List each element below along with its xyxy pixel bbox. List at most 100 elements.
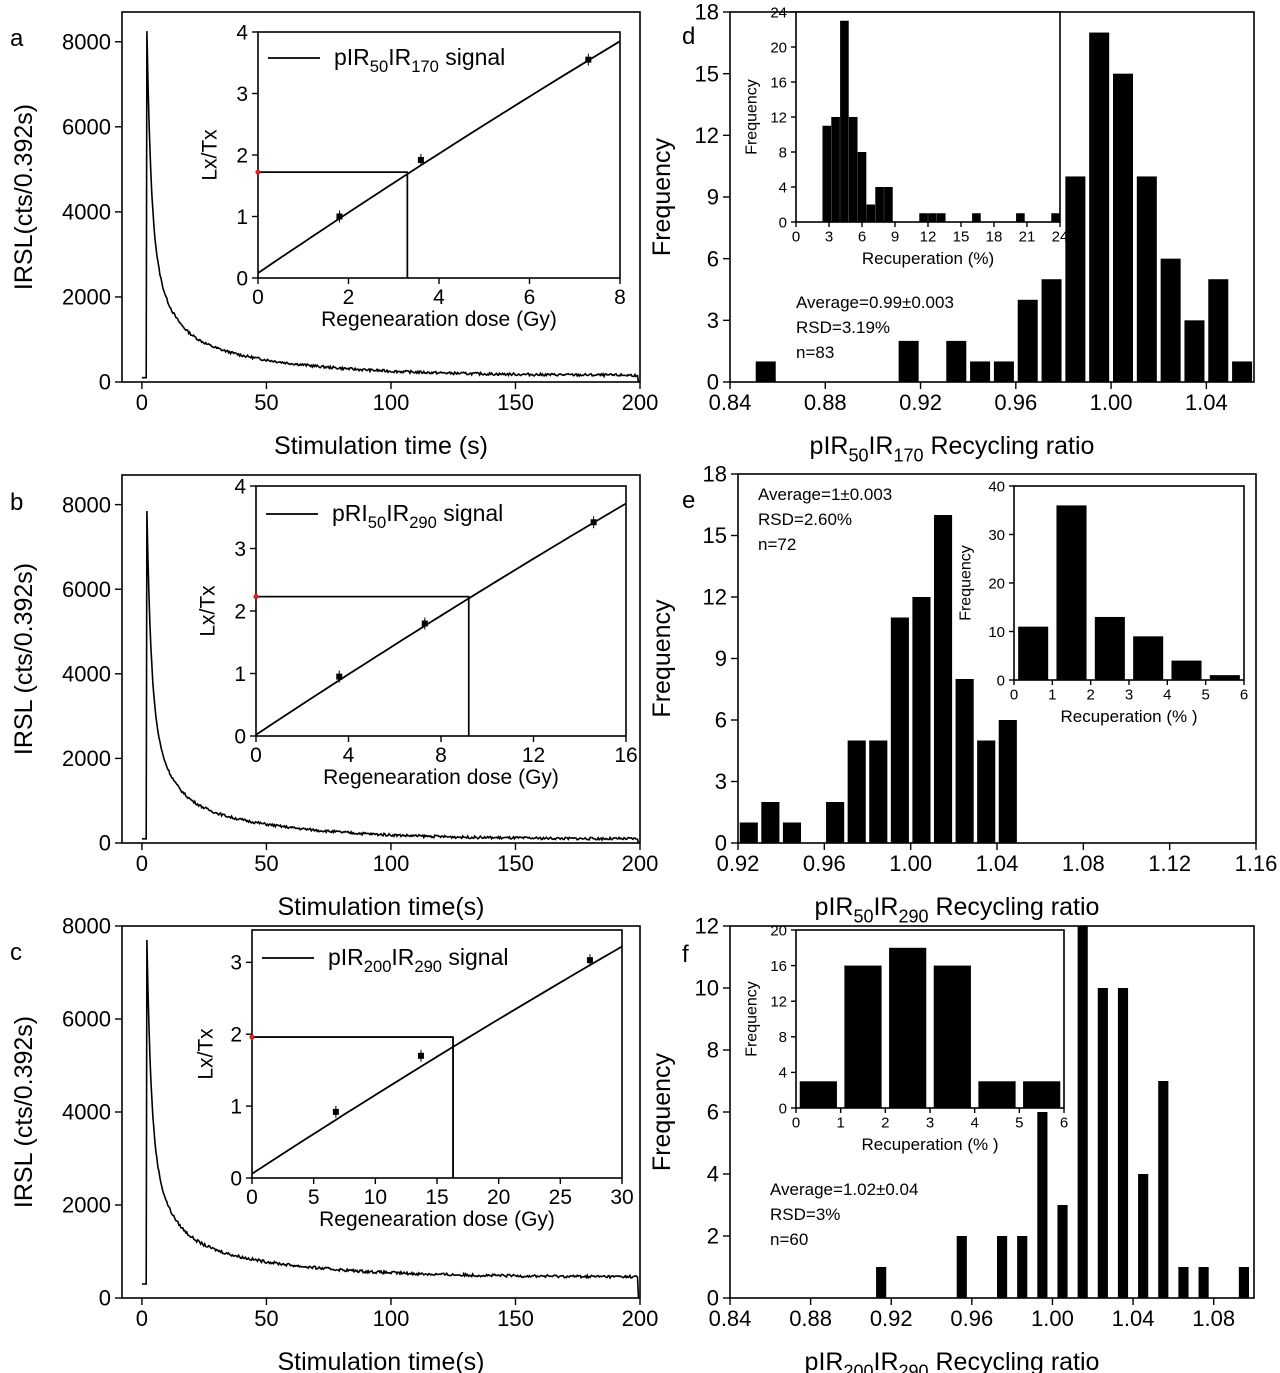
inset-bar — [831, 117, 840, 222]
natural-signal-point — [255, 169, 261, 175]
panel-c-xlabel: Stimulation time(s) — [278, 1348, 485, 1373]
inset-ytick-label: 2 — [230, 1024, 242, 1047]
panel-c-letter: c — [10, 939, 22, 966]
inset-xlabel: Regenearation dose (Gy) — [323, 766, 559, 789]
panel-b-letter: b — [10, 489, 23, 516]
inset-ytick-label: 3 — [236, 83, 248, 106]
inset-xtick-label: 3 — [1125, 686, 1133, 703]
inset-xtick-label: 5 — [1201, 686, 1209, 703]
stats-line: RSD=3.19% — [796, 318, 890, 337]
panel-a-xtick-label: 0 — [136, 390, 148, 415]
inset-bar — [1056, 505, 1087, 680]
histogram-bar — [1041, 279, 1062, 382]
panel-d-xtick-label: 0.92 — [899, 390, 942, 415]
histogram-bar — [1097, 988, 1108, 1298]
inset-bg — [258, 32, 620, 278]
inset-ytick-label: 4 — [236, 21, 248, 44]
panel-b-ytick-label: 2000 — [62, 746, 111, 771]
panel-c-ytick-label: 8000 — [62, 914, 111, 939]
inset-bar — [1133, 636, 1164, 680]
dose-response-curve — [251, 945, 623, 1175]
histogram-bar — [1238, 1267, 1250, 1298]
inset-ytick-label: 0 — [236, 267, 248, 290]
histogram-bar — [933, 515, 953, 843]
inset-bar — [1051, 213, 1060, 222]
stats-line: RSD=3% — [770, 1205, 840, 1224]
histogram-bar — [1184, 320, 1205, 382]
inset-ytick-label: 20 — [988, 575, 1005, 592]
panel-a-letter: a — [10, 25, 24, 52]
panel-d-letter: d — [682, 23, 695, 50]
panel-d-ytick-label: 3 — [707, 308, 719, 333]
inset-xtick-label: 2 — [1086, 686, 1094, 703]
panel-c-ytick-label: 4000 — [62, 1100, 111, 1125]
inset-ytick-label: 12 — [770, 993, 787, 1010]
panel-e-xlabel: pIR50IR290 Recycling ratio — [815, 893, 1100, 927]
inset-xtick-label: 2 — [881, 1114, 889, 1131]
inset-xtick-label: 0 — [792, 228, 800, 245]
inset-bar — [1171, 660, 1202, 680]
natural-signal-point — [249, 1034, 255, 1040]
histogram-bar — [1057, 1205, 1068, 1298]
inset-ytick-label: 12 — [770, 109, 787, 126]
panel-b-xtick-label: 150 — [497, 851, 534, 876]
inset-xtick-label: 21 — [1019, 228, 1036, 245]
panel-d-xtick-label: 1.00 — [1090, 390, 1133, 415]
panel-e-ytick-label: 6 — [715, 708, 727, 733]
panel-d: 0.84 0.88 0.92 0.96 1.00 1.04 0 3 6 9 12 15 18 pIR50I… — [648, 0, 1255, 466]
inset-xtick-label: 4 — [970, 1114, 978, 1131]
panel-d-xtick-label: 0.96 — [994, 390, 1037, 415]
panel-a-xtick-label: 50 — [254, 390, 278, 415]
panel-f-ytick-label: 12 — [695, 914, 719, 939]
panel-f-xtick-label: 0.88 — [789, 1306, 832, 1331]
histogram-bar — [1077, 926, 1088, 1298]
inset-bar — [889, 947, 927, 1108]
histogram-bar — [1138, 1174, 1149, 1298]
panel-f-ylabel: Frequency — [648, 1052, 676, 1171]
inset-bar — [875, 187, 884, 222]
panel-f-ytick-label: 0 — [707, 1286, 719, 1311]
panel-a-xtick-label: 100 — [373, 390, 410, 415]
inset-bar — [1023, 1081, 1061, 1108]
panel-b: 0 50 100 150 20002000400060008000Stimulation… — [10, 474, 658, 921]
panel-e-letter: e — [682, 487, 695, 514]
inset-xtick-label: 0 — [252, 286, 264, 309]
legend-label: pRI50IR290 signal — [332, 500, 503, 532]
inset-xtick-label: 12 — [522, 744, 545, 767]
panel-c-xtick-label: 100 — [373, 1306, 410, 1331]
inset-xlabel: Recuperation (% ) — [861, 1135, 998, 1154]
histogram-bar — [996, 1236, 1008, 1298]
panel-f-ytick-label: 4 — [707, 1162, 719, 1187]
histogram-bar — [1198, 1267, 1209, 1298]
inset-xtick-label: 15 — [953, 228, 970, 245]
stats-line: n=72 — [758, 535, 796, 554]
histogram-bar — [898, 340, 919, 382]
panel-f-ytick-label: 8 — [707, 1038, 719, 1063]
inset-bar — [884, 187, 893, 222]
histogram-bar — [970, 361, 991, 382]
legend-label: pIR50IR170 signal — [334, 44, 505, 76]
panel-a-ytick-label: 0 — [99, 370, 111, 395]
inset-xtick-label: 4 — [433, 286, 445, 309]
panel-f-letter: f — [682, 941, 689, 968]
inset-bar — [972, 213, 981, 222]
inset-xlabel: Regenearation dose (Gy) — [319, 1208, 555, 1231]
histogram-bar — [876, 1267, 887, 1298]
inset-ytick-label: 0 — [230, 1167, 242, 1190]
histogram-bar — [1112, 73, 1134, 383]
inset-ytick-label: 3 — [230, 952, 242, 975]
inset-ytick-label: 4 — [779, 179, 787, 196]
stats-line: n=83 — [796, 343, 834, 362]
inset-xtick-label: 6 — [1240, 686, 1248, 703]
inset-ytick-label: 20 — [770, 39, 787, 56]
inset-xtick-label: 30 — [610, 1186, 633, 1209]
inset-xtick-label: 12 — [920, 228, 937, 245]
dose-response-curve — [255, 502, 627, 736]
inset-ytick-label: 0 — [779, 214, 787, 231]
inset-xlabel: Recuperation (%) — [862, 249, 994, 268]
panel-e-ytick-label: 0 — [715, 831, 727, 856]
panel-c: 0 50 100 150 20002000400060008000Stimulation… — [10, 914, 658, 1373]
histogram-bar — [890, 617, 909, 843]
histogram-bar — [1160, 258, 1181, 382]
stats-line: RSD=2.60% — [758, 510, 852, 529]
